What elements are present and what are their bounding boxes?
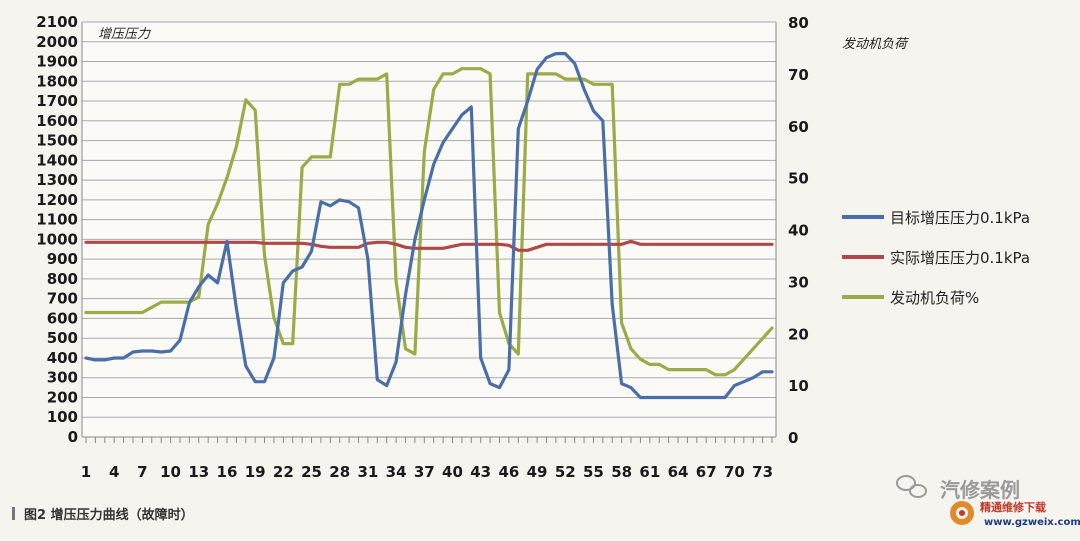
x-tick-label: 37: [414, 463, 435, 481]
y-left-tick-label: 1200: [36, 191, 78, 209]
legend-label: 发动机负荷%: [890, 289, 979, 307]
watermark: 汽修案例 精通维修下载 www.gzweix.com: [896, 475, 1080, 528]
x-tick-label: 67: [696, 463, 717, 481]
x-tick-label: 58: [611, 463, 632, 481]
x-tick-label: 19: [245, 463, 266, 481]
y-right-tick-label: 80: [788, 14, 809, 32]
y-left-tick-label: 2100: [36, 13, 78, 31]
y-left-tick-label: 300: [47, 369, 78, 387]
x-tick-label: 40: [442, 463, 463, 481]
grid-layer: [82, 21, 776, 438]
x-tick-label: 43: [470, 463, 491, 481]
y-left-tick-label: 500: [47, 329, 78, 347]
y-right-tick-label: 70: [788, 66, 809, 84]
y-left-tick-label: 400: [47, 349, 78, 367]
x-tick-label: 55: [583, 463, 604, 481]
x-tick-label: 61: [639, 463, 660, 481]
legend-label: 实际增压压力0.1kPa: [890, 249, 1030, 267]
y-left-tick-label: 700: [47, 290, 78, 308]
y-left-tick-label: 200: [47, 388, 78, 406]
y-right-tick-label: 0: [788, 429, 798, 447]
y-left-axis-title: 增压压力: [98, 27, 151, 42]
y-left-tick-label: 100: [47, 408, 78, 426]
x-tick-label: 22: [273, 463, 294, 481]
series-line-2: [84, 239, 774, 252]
y-left-tick-label: 1000: [36, 230, 78, 248]
x-tick-label: 46: [498, 463, 519, 481]
y-left-tick-label: 800: [47, 270, 78, 288]
figure-caption: 图2 增压压力曲线（故障时）: [24, 507, 194, 523]
axis-layer: 0100200300400500600700800900100011001200…: [36, 13, 809, 481]
series-line-1: [84, 51, 774, 400]
plot-area: [82, 22, 776, 437]
x-tick-label: 7: [137, 463, 147, 481]
y-left-tick-label: 1600: [36, 112, 78, 130]
y-right-tick-label: 50: [788, 170, 809, 188]
y-left-tick-label: 1700: [36, 92, 78, 110]
x-tick-label: 13: [188, 463, 209, 481]
x-tick-label: 1: [81, 463, 91, 481]
y-right-tick-label: 40: [788, 222, 809, 240]
x-tick-label: 64: [668, 463, 689, 481]
caption-marker: [12, 507, 15, 520]
x-tick-label: 34: [386, 463, 407, 481]
x-tick-label: 52: [555, 463, 576, 481]
brand-url: www.gzweix.com: [984, 517, 1080, 528]
x-tick-label: 70: [724, 463, 745, 481]
x-tick-label: 25: [301, 463, 322, 481]
y-right-tick-label: 60: [788, 118, 809, 136]
legend-label: 目标增压压力0.1kPa: [890, 209, 1030, 227]
wechat-icon: [896, 475, 927, 498]
y-right-tick-label: 20: [788, 325, 809, 343]
x-tick-label: 10: [160, 463, 181, 481]
y-left-tick-label: 600: [47, 309, 78, 327]
y-left-tick-label: 1500: [36, 132, 78, 150]
watermark-text: 汽修案例: [940, 478, 1020, 502]
y-left-tick-label: 1400: [36, 151, 78, 169]
x-tick-label: 31: [357, 463, 378, 481]
x-tick-label: 73: [752, 463, 773, 481]
x-tick-label: 4: [109, 463, 119, 481]
x-tick-label: 16: [217, 463, 238, 481]
y-left-tick-label: 900: [47, 250, 78, 268]
y-left-tick-label: 1300: [36, 171, 78, 189]
y-left-tick-label: 0: [68, 428, 78, 446]
legend: 目标增压压力0.1kPa 实际增压压力0.1kPa 发动机负荷%: [842, 209, 1030, 307]
x-tick-label: 28: [329, 463, 350, 481]
y-left-tick-label: 2000: [36, 33, 78, 51]
y-left-tick-label: 1900: [36, 53, 78, 71]
y-right-tick-label: 10: [788, 377, 809, 395]
y-right-tick-label: 30: [788, 273, 809, 291]
y-right-axis-title: 发动机负荷: [842, 37, 909, 52]
series-layer: [84, 51, 774, 400]
brand-logo-icon: [950, 501, 974, 525]
brand-text: 精通维修下载: [980, 500, 1046, 514]
y-left-tick-label: 1800: [36, 72, 78, 90]
y-left-tick-label: 1100: [36, 211, 78, 229]
x-tick-label: 49: [527, 463, 548, 481]
